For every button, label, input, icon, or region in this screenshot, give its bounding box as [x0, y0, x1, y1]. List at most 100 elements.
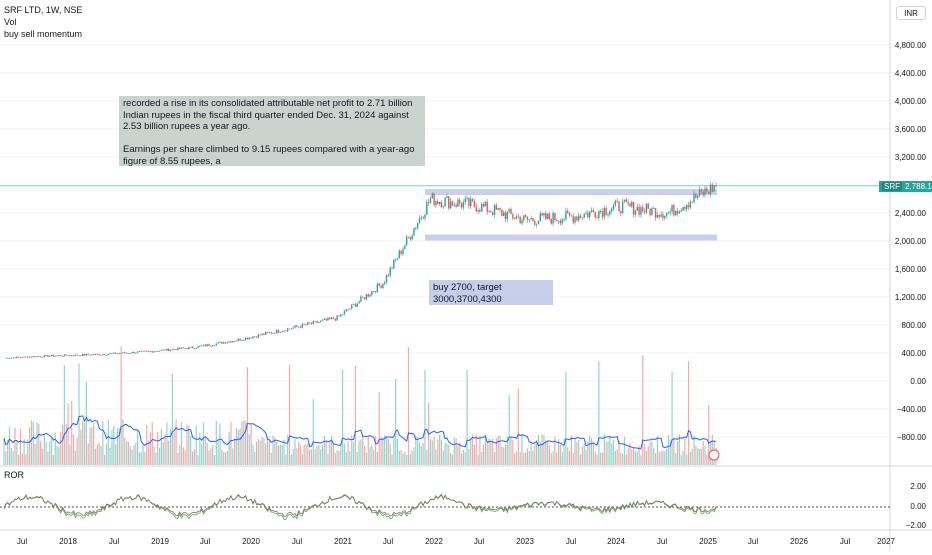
volume-bar	[351, 435, 353, 465]
volume-bar	[367, 436, 369, 465]
volume-bar	[495, 438, 497, 465]
candle-body	[310, 323, 313, 325]
candle-body	[484, 201, 487, 207]
volume-bar	[695, 445, 697, 465]
price-tick: −400.00	[896, 405, 926, 414]
volume-bar	[642, 355, 644, 465]
time-tick: Jul	[473, 537, 485, 546]
price-tick: −800.00	[896, 433, 926, 442]
volume-bar	[18, 454, 20, 465]
symbol-legend[interactable]: SRF LTD, 1W, NSE	[4, 5, 83, 15]
candle-body	[65, 354, 67, 356]
candle-body	[175, 349, 177, 351]
indicator-legend[interactable]: buy sell momentum	[4, 29, 83, 39]
candle-body	[188, 347, 190, 350]
volume-bar	[433, 436, 435, 465]
volume-bar	[199, 432, 201, 465]
candle-body	[673, 204, 675, 216]
candle-body	[393, 259, 395, 269]
volume-bar	[272, 435, 274, 465]
candle-body	[570, 215, 573, 217]
ror-pane-label[interactable]: ROR	[4, 470, 24, 480]
news-annotation[interactable]: recorded a rise in its consolidated attr…	[119, 96, 425, 167]
candle-body	[400, 250, 402, 255]
volume-bar	[127, 442, 130, 465]
candle-body	[594, 212, 596, 218]
volume-bar	[30, 420, 33, 465]
candle-body	[19, 357, 22, 358]
volume-bar	[38, 423, 40, 465]
volume-bar	[76, 437, 78, 465]
candle-body	[250, 337, 252, 339]
candle-body	[660, 214, 662, 217]
volume-bar	[627, 448, 629, 465]
candle-body	[239, 338, 241, 341]
candle-body	[479, 210, 481, 212]
volume-bar	[686, 454, 688, 465]
volume-bar	[572, 452, 574, 465]
volume-bar	[93, 422, 95, 465]
candle-body	[296, 325, 298, 327]
candle-body	[343, 311, 346, 315]
candle-body	[629, 203, 631, 207]
candle-body	[87, 353, 89, 355]
candle-body	[695, 193, 697, 198]
candle-body	[105, 354, 108, 356]
price-tick: 3,600.00	[894, 125, 926, 134]
candle-body	[559, 220, 562, 224]
volume-bar	[700, 448, 702, 465]
candle-body	[651, 208, 653, 216]
volume-bar	[673, 437, 675, 465]
candle-body	[329, 317, 331, 319]
volume-bar	[559, 444, 562, 465]
candle-body	[687, 205, 690, 208]
price-tick: 2,000.00	[894, 237, 926, 246]
candle-body	[621, 201, 624, 213]
volume-bar	[50, 436, 53, 465]
candle-body	[204, 344, 207, 347]
volume-bar	[213, 454, 216, 465]
candle-body	[347, 309, 349, 311]
candle-body	[210, 345, 212, 347]
candle-body	[118, 353, 121, 355]
candle-body	[642, 207, 644, 212]
candle-body	[330, 317, 333, 319]
candle-body	[263, 333, 265, 335]
volume-bar	[519, 451, 521, 465]
volume-bar	[620, 452, 622, 465]
volume-bar	[548, 445, 551, 465]
candle-body	[316, 321, 318, 323]
volume-bar	[158, 448, 161, 465]
volume-bar	[94, 448, 97, 465]
candle-body	[157, 351, 159, 352]
trade-annotation[interactable]: buy 2700, target 3000,3700,4300	[429, 280, 553, 305]
volume-bar	[477, 454, 479, 465]
alert-icon	[708, 449, 720, 461]
price-tick: 800.00	[901, 321, 926, 330]
candle-body	[319, 320, 322, 323]
candle-body	[618, 201, 620, 212]
volume-legend[interactable]: Vol	[4, 17, 17, 27]
currency-button[interactable]: INR	[896, 6, 926, 20]
candle-body	[197, 346, 199, 349]
volume-bar	[113, 425, 115, 465]
candle-body	[574, 216, 576, 223]
candle-body	[221, 341, 223, 344]
candle-body	[8, 358, 11, 359]
volume-bar	[12, 451, 14, 465]
volume-bar	[563, 438, 565, 465]
volume-bar	[204, 436, 206, 465]
volume-bar	[25, 454, 27, 465]
volume-bar	[398, 451, 400, 465]
volume-bar	[644, 444, 646, 465]
volume-bar	[356, 452, 358, 465]
last-price-value: 2,788.10	[905, 182, 932, 191]
candle-body	[25, 356, 27, 358]
volume-bar	[693, 435, 695, 465]
candle-body	[700, 189, 703, 192]
volume-bar	[691, 449, 693, 465]
candle-body	[83, 353, 86, 356]
candle-body	[548, 213, 551, 220]
